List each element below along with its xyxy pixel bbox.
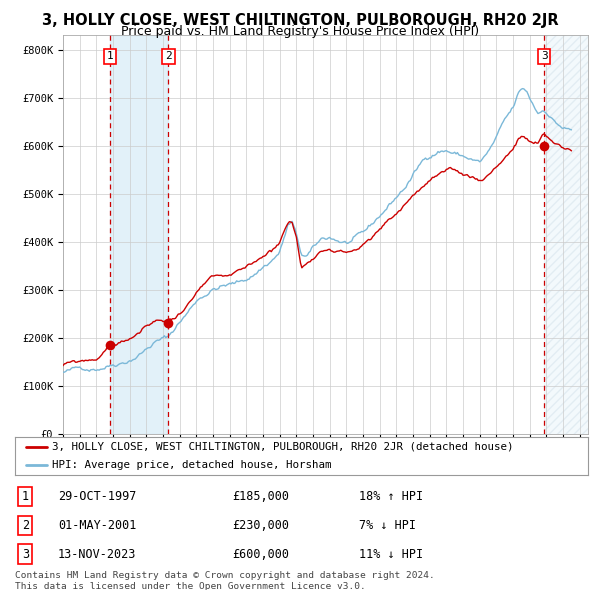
Text: 1: 1	[22, 490, 29, 503]
Text: 2: 2	[22, 519, 29, 532]
Text: HPI: Average price, detached house, Horsham: HPI: Average price, detached house, Hors…	[52, 460, 332, 470]
Text: 1: 1	[107, 51, 113, 61]
Text: Price paid vs. HM Land Registry's House Price Index (HPI): Price paid vs. HM Land Registry's House …	[121, 25, 479, 38]
Text: 11% ↓ HPI: 11% ↓ HPI	[359, 548, 423, 560]
Text: 7% ↓ HPI: 7% ↓ HPI	[359, 519, 416, 532]
Text: £230,000: £230,000	[233, 519, 290, 532]
Text: 2: 2	[165, 51, 172, 61]
Text: 01-MAY-2001: 01-MAY-2001	[58, 519, 136, 532]
Text: Contains HM Land Registry data © Crown copyright and database right 2024.
This d: Contains HM Land Registry data © Crown c…	[15, 571, 435, 590]
Text: 13-NOV-2023: 13-NOV-2023	[58, 548, 136, 560]
Text: £185,000: £185,000	[233, 490, 290, 503]
Text: 29-OCT-1997: 29-OCT-1997	[58, 490, 136, 503]
Text: £600,000: £600,000	[233, 548, 290, 560]
Text: 3, HOLLY CLOSE, WEST CHILTINGTON, PULBOROUGH, RH20 2JR (detached house): 3, HOLLY CLOSE, WEST CHILTINGTON, PULBOR…	[52, 442, 514, 452]
Bar	[110, 35, 169, 434]
Bar	[544, 35, 588, 434]
Text: 3: 3	[22, 548, 29, 560]
Text: 3, HOLLY CLOSE, WEST CHILTINGTON, PULBOROUGH, RH20 2JR: 3, HOLLY CLOSE, WEST CHILTINGTON, PULBOR…	[41, 13, 559, 28]
Text: 3: 3	[541, 51, 548, 61]
Text: 18% ↑ HPI: 18% ↑ HPI	[359, 490, 423, 503]
